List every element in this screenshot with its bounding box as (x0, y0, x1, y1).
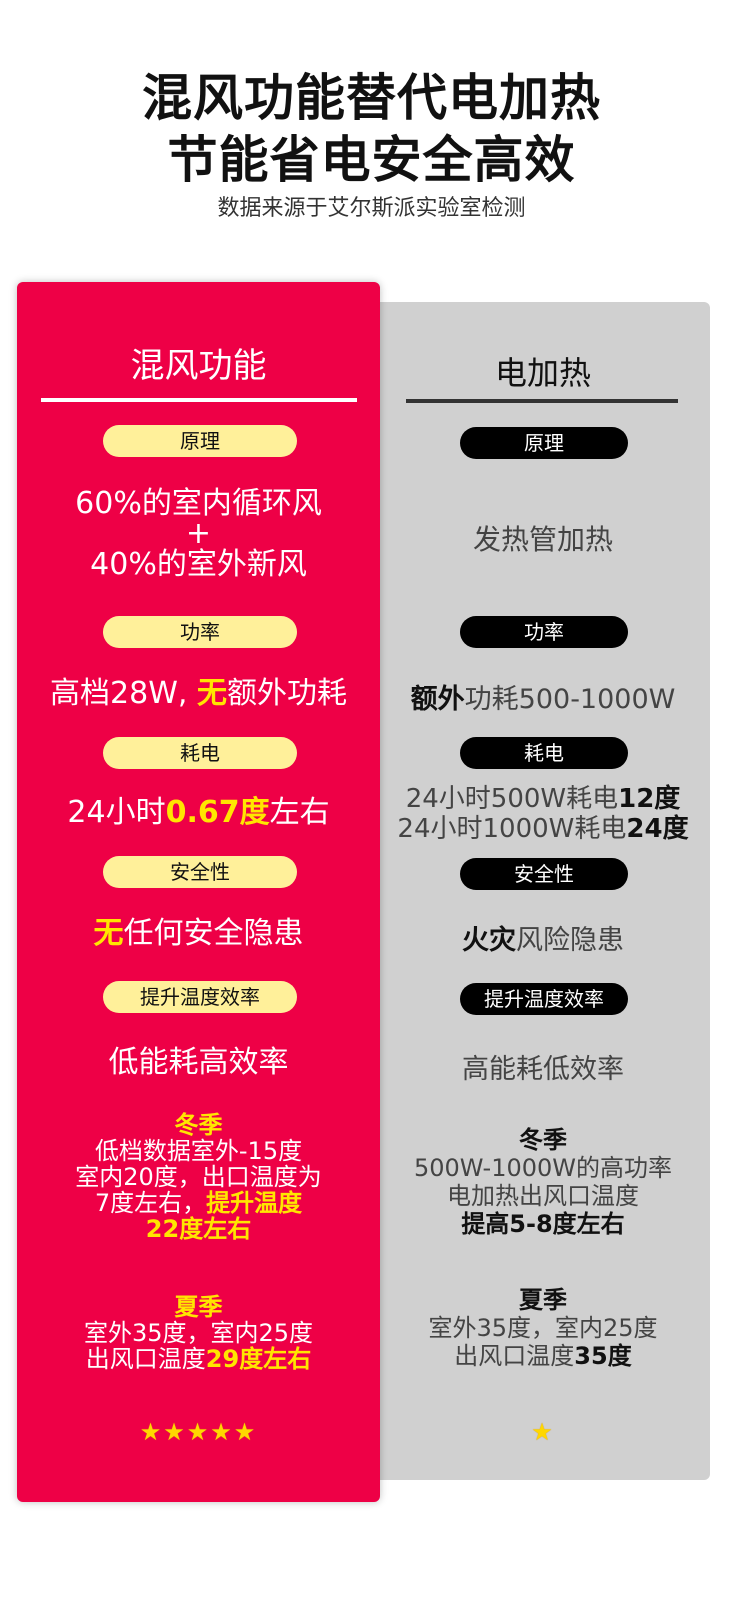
text: 功耗500-1000W (464, 684, 676, 715)
highlight: 35度 (574, 1342, 632, 1370)
principle-text: 发热管加热 (472, 523, 613, 556)
label-consumption: 耗电 (103, 737, 297, 769)
text: 电加热出风口温度 (447, 1182, 639, 1210)
text: 额外功耗 (226, 676, 347, 711)
consumption-text: 24小时0.67度左右 (17, 796, 380, 829)
highlight: 提高5-8度左右 (461, 1210, 625, 1238)
winter-title: 冬季 (519, 1126, 567, 1154)
winter-title: 冬季 (174, 1111, 223, 1139)
text: 室外35度，室内25度 (428, 1314, 658, 1342)
text: 出风口温度 (85, 1345, 206, 1373)
mixed-air-title: 混风功能 (130, 346, 267, 386)
text: 24小时500W耗电 (405, 784, 619, 814)
text: 24小时1000W耗电 (397, 814, 627, 844)
summer-block: 夏季 室外35度，室内25度 出风口温度29度左右 (17, 1294, 380, 1372)
principle-line: 60%的室内循环风 (75, 486, 322, 521)
subtitle: 数据来源于艾尔斯派实验室检测 (217, 196, 526, 221)
winter-block: 冬季 低档数据室外-15度 室内20度，出口温度为 7度左右，提升温度 22度左… (17, 1112, 380, 1242)
star-rating: ★★★★★ (139, 1418, 258, 1446)
label-power: 功率 (460, 616, 628, 648)
text: 室内20度，出口温度为 (75, 1163, 322, 1191)
highlight: 额外 (410, 684, 465, 715)
efficiency-text: 高能耗低效率 (462, 1054, 624, 1085)
divider (406, 399, 678, 403)
principle-line: 40%的室外新风 (90, 547, 307, 582)
highlight: 22度左右 (145, 1215, 252, 1243)
text: 室外35度，室内25度 (83, 1319, 314, 1347)
title-line-2: 节能省电安全高效 (167, 131, 576, 189)
highlight: 无 (93, 916, 124, 951)
text: 24小时 (67, 795, 166, 830)
electric-heating-title: 电加热 (494, 354, 591, 392)
highlight: 29度左右 (205, 1345, 312, 1373)
highlight: 提升温度 (206, 1189, 303, 1217)
divider (41, 398, 357, 402)
text: 500W-1000W的高功率 (413, 1154, 673, 1182)
text: 任何安全隐患 (123, 916, 304, 951)
efficiency-text: 低能耗高效率 (108, 1045, 289, 1080)
power-text: 额外功耗500-1000W (383, 677, 703, 716)
highlight: 无 (196, 676, 227, 711)
summer-block: 夏季 室外35度，室内25度 出风口温度35度 (383, 1286, 703, 1370)
text: 低档数据室外-15度 (94, 1137, 303, 1165)
label-consumption: 耗电 (460, 737, 628, 769)
label-principle: 原理 (460, 427, 628, 459)
label-power: 功率 (103, 616, 297, 648)
text: 左右 (269, 795, 330, 830)
highlight: 12度 (618, 784, 681, 814)
mixed-air-card (17, 282, 380, 1502)
label-safety: 安全性 (103, 856, 297, 888)
electric-heating-card (374, 302, 710, 1480)
safety-text: 无任何安全隐患 (17, 917, 380, 950)
text: 7度左右， (94, 1189, 207, 1217)
consumption-text: 24小时500W耗电12度 24小时1000W耗电24度 (383, 784, 703, 844)
winter-block: 冬季 500W-1000W的高功率 电加热出风口温度 提高5-8度左右 (383, 1126, 703, 1238)
text: 高档28W, (50, 676, 197, 711)
label-safety: 安全性 (460, 858, 628, 890)
safety-text: 火灾风险隐患 (383, 918, 703, 957)
principle-line: + (185, 516, 212, 551)
label-efficiency: 提升温度效率 (103, 981, 297, 1013)
label-efficiency: 提升温度效率 (460, 983, 628, 1015)
principle-text: 60%的室内循环风 + 40%的室外新风 (17, 487, 380, 581)
power-text: 高档28W, 无额外功耗 (17, 677, 380, 710)
star-rating: ★ (531, 1418, 555, 1446)
label-principle: 原理 (103, 425, 297, 457)
highlight: 0.67度 (165, 795, 270, 830)
summer-title: 夏季 (519, 1286, 567, 1314)
highlight: 24度 (626, 814, 689, 844)
text: 风险隐患 (516, 925, 624, 956)
summer-title: 夏季 (174, 1293, 223, 1321)
text: 出风口温度 (454, 1342, 575, 1370)
highlight: 火灾 (462, 925, 516, 956)
title-line-1: 混风功能替代电加热 (142, 69, 601, 127)
